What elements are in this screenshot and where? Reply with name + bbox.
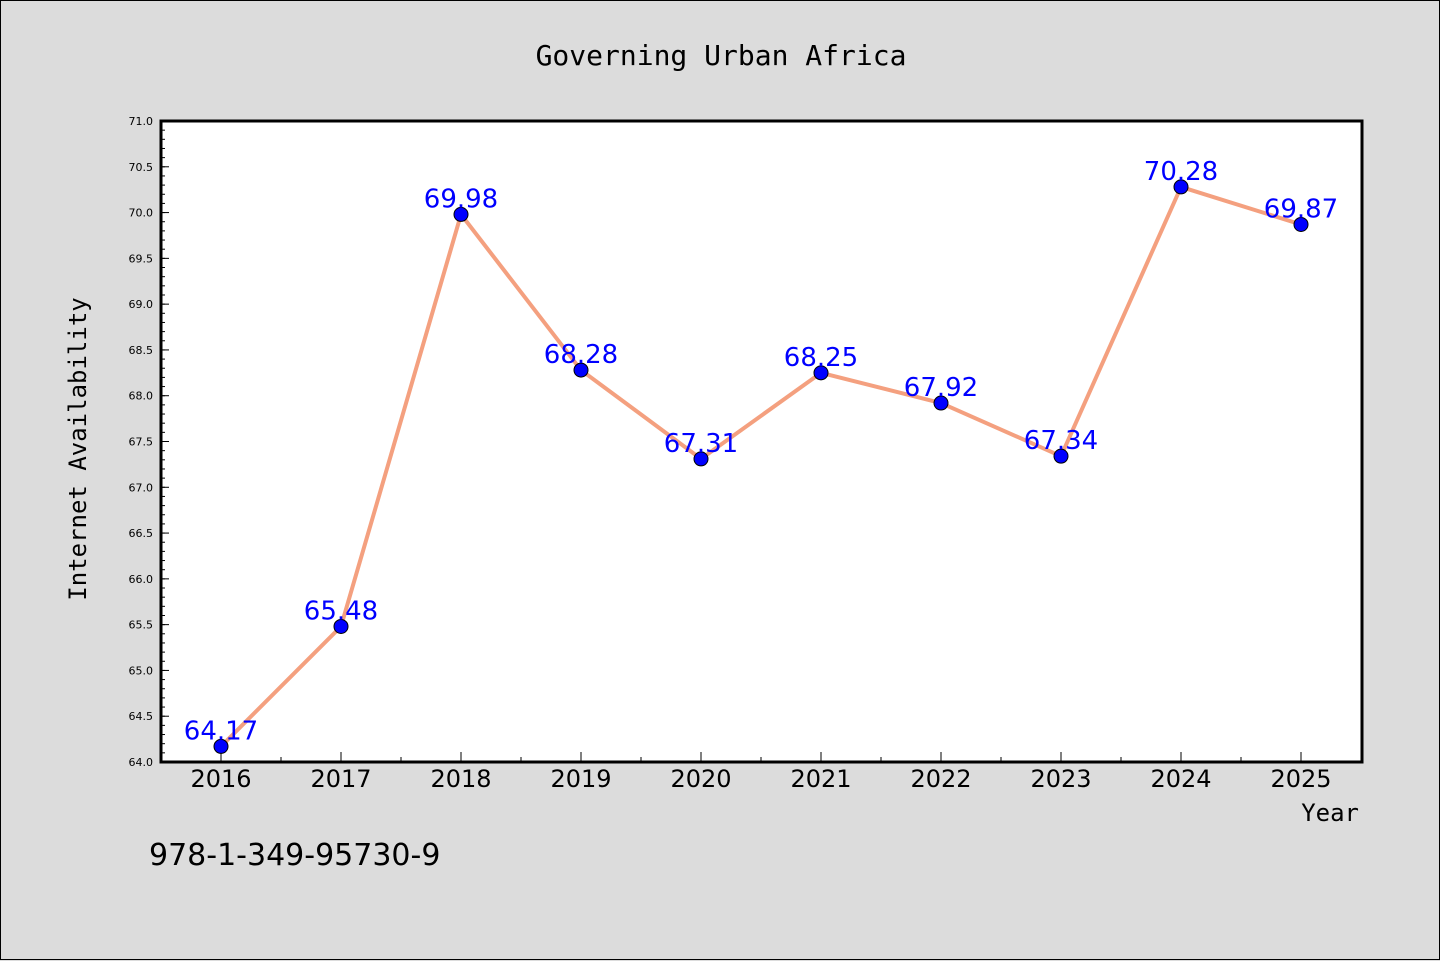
y-axis: 64.0 64.5 65.0 65.5 66.0 66.5 67.0 67.5 68.0 68.5… bbox=[129, 115, 169, 769]
x-tick-label: 2018 bbox=[430, 765, 491, 793]
y-tick-label: 70.5 bbox=[129, 161, 154, 174]
data-point bbox=[1293, 216, 1309, 232]
data-point bbox=[453, 206, 469, 222]
y-tick-label: 64.0 bbox=[129, 756, 154, 769]
y-tick-label: 71.0 bbox=[129, 115, 154, 128]
plot-frame bbox=[159, 119, 1364, 764]
y-axis-label: Internet Availability bbox=[64, 297, 92, 600]
y-tick-label: 69.5 bbox=[129, 252, 154, 265]
y-tick-label: 66.5 bbox=[129, 527, 154, 540]
x-tick-label: 2023 bbox=[1030, 765, 1091, 793]
data-point bbox=[693, 451, 709, 467]
isbn-footnote: 978-1-349-95730-9 bbox=[149, 838, 440, 873]
markers-group bbox=[213, 179, 1309, 754]
y-tick-label: 67.5 bbox=[129, 436, 154, 449]
x-tick-label: 2025 bbox=[1270, 765, 1331, 793]
y-tick-label: 64.5 bbox=[129, 710, 154, 723]
x-tick-label: 2016 bbox=[190, 765, 251, 793]
data-label: 67.31 bbox=[664, 429, 738, 459]
plot-area bbox=[161, 121, 1362, 762]
data-labels-group: 64.17 65.48 69.98 68.28 67.31 68.25 67.92 67.34… bbox=[184, 157, 1338, 747]
data-point bbox=[333, 618, 349, 634]
data-label: 68.25 bbox=[784, 343, 858, 373]
x-tick-label: 2019 bbox=[550, 765, 611, 793]
data-label: 65.48 bbox=[304, 596, 378, 626]
data-point bbox=[573, 362, 589, 378]
x-tick-label: 2020 bbox=[670, 765, 731, 793]
data-label: 70.28 bbox=[1144, 157, 1218, 187]
y-tick-label: 69.0 bbox=[129, 298, 154, 311]
data-point bbox=[1053, 448, 1069, 464]
data-label: 67.92 bbox=[904, 373, 978, 403]
data-point bbox=[1173, 179, 1189, 195]
y-tick-label: 70.0 bbox=[129, 207, 154, 220]
y-tick-label: 66.0 bbox=[129, 573, 154, 586]
x-axis: 2016 2017 2018 2019 2020 2021 2022 2023 2024 2025 bbox=[190, 752, 1332, 793]
data-label: 64.17 bbox=[184, 716, 258, 746]
data-point bbox=[213, 738, 229, 754]
data-point bbox=[813, 365, 829, 381]
y-tick-label: 65.5 bbox=[129, 619, 154, 632]
data-point bbox=[933, 395, 949, 411]
y-tick-label: 68.0 bbox=[129, 390, 154, 403]
data-label: 67.34 bbox=[1024, 426, 1098, 456]
y-tick-label: 68.5 bbox=[129, 344, 154, 357]
x-tick-label: 2017 bbox=[310, 765, 371, 793]
chart-title: Governing Urban Africa bbox=[536, 39, 907, 72]
data-label: 69.87 bbox=[1264, 194, 1338, 224]
x-tick-label: 2021 bbox=[790, 765, 851, 793]
y-tick-label: 65.0 bbox=[129, 664, 154, 677]
data-label: 69.98 bbox=[424, 184, 498, 214]
x-tick-label: 2022 bbox=[910, 765, 971, 793]
series-line bbox=[219, 184, 1303, 749]
x-axis-label: Year bbox=[1301, 799, 1359, 827]
y-tick-label: 67.0 bbox=[129, 481, 154, 494]
data-label: 68.28 bbox=[544, 340, 618, 370]
series-line-group bbox=[219, 184, 1303, 749]
x-tick-label: 2024 bbox=[1150, 765, 1211, 793]
